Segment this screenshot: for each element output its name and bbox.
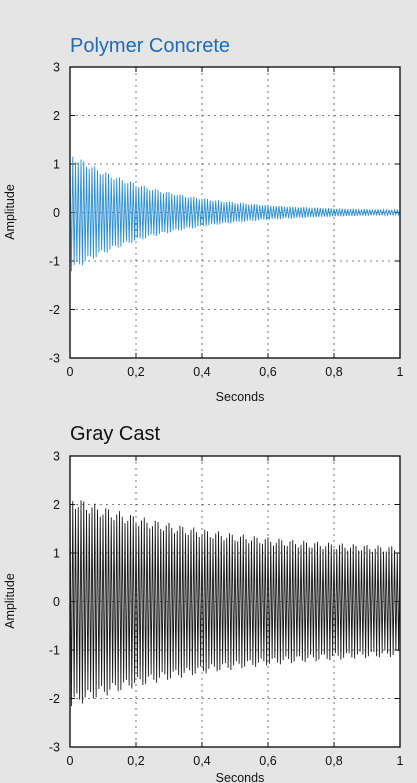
x-axis-label: Seconds: [216, 771, 265, 783]
x-tick-label: 0: [67, 365, 74, 379]
x-tick-label: 0,4: [193, 365, 210, 379]
x-tick-label: 0,6: [259, 754, 276, 768]
chart-title: Gray Cast: [70, 423, 160, 445]
y-tick-label: 3: [53, 450, 60, 464]
x-tick-label: 0,6: [259, 365, 276, 379]
chart-title: Polymer Concrete: [70, 35, 230, 57]
y-tick-label: -1: [49, 644, 60, 658]
y-tick-label: -2: [49, 692, 60, 706]
y-tick-label: 1: [53, 158, 60, 172]
y-tick-label: -1: [49, 255, 60, 269]
x-tick-label: 0: [67, 754, 74, 768]
y-tick-label: 2: [53, 498, 60, 512]
chart-polymer-concrete: Polymer Concrete 3 2 1 0 -1 -2 -3 0 0,2 …: [3, 35, 404, 404]
y-axis-label: Amplitude: [3, 184, 17, 240]
y-tick-label: -3: [49, 741, 60, 755]
series-line: [69, 151, 401, 272]
plot-border: [69, 455, 401, 748]
x-tick-label: 1: [397, 365, 404, 379]
plot-border: [69, 66, 401, 359]
y-tick-label: 0: [53, 595, 60, 609]
grid-lines: [70, 67, 400, 358]
x-tick-label: 0,8: [325, 365, 342, 379]
y-tick-label: 1: [53, 547, 60, 561]
x-tick-label: 0,4: [193, 754, 210, 768]
chart-gray-cast: Gray Cast 3 2 1 0 -1 -2 -3 0 0,2 0,4 0,6…: [3, 423, 404, 783]
y-tick-label: 2: [53, 109, 60, 123]
y-tick-label: 3: [53, 61, 60, 75]
y-tick-label: 0: [53, 206, 60, 220]
x-tick-label: 1: [397, 754, 404, 768]
x-axis-label: Seconds: [216, 390, 265, 404]
y-tick-label: -3: [49, 352, 60, 366]
x-tick-label: 0,8: [325, 754, 342, 768]
x-tick-label: 0,2: [127, 365, 144, 379]
y-tick-label: -2: [49, 303, 60, 317]
y-axis-label: Amplitude: [3, 573, 17, 629]
x-tick-label: 0,2: [127, 754, 144, 768]
series-line: [69, 494, 401, 707]
